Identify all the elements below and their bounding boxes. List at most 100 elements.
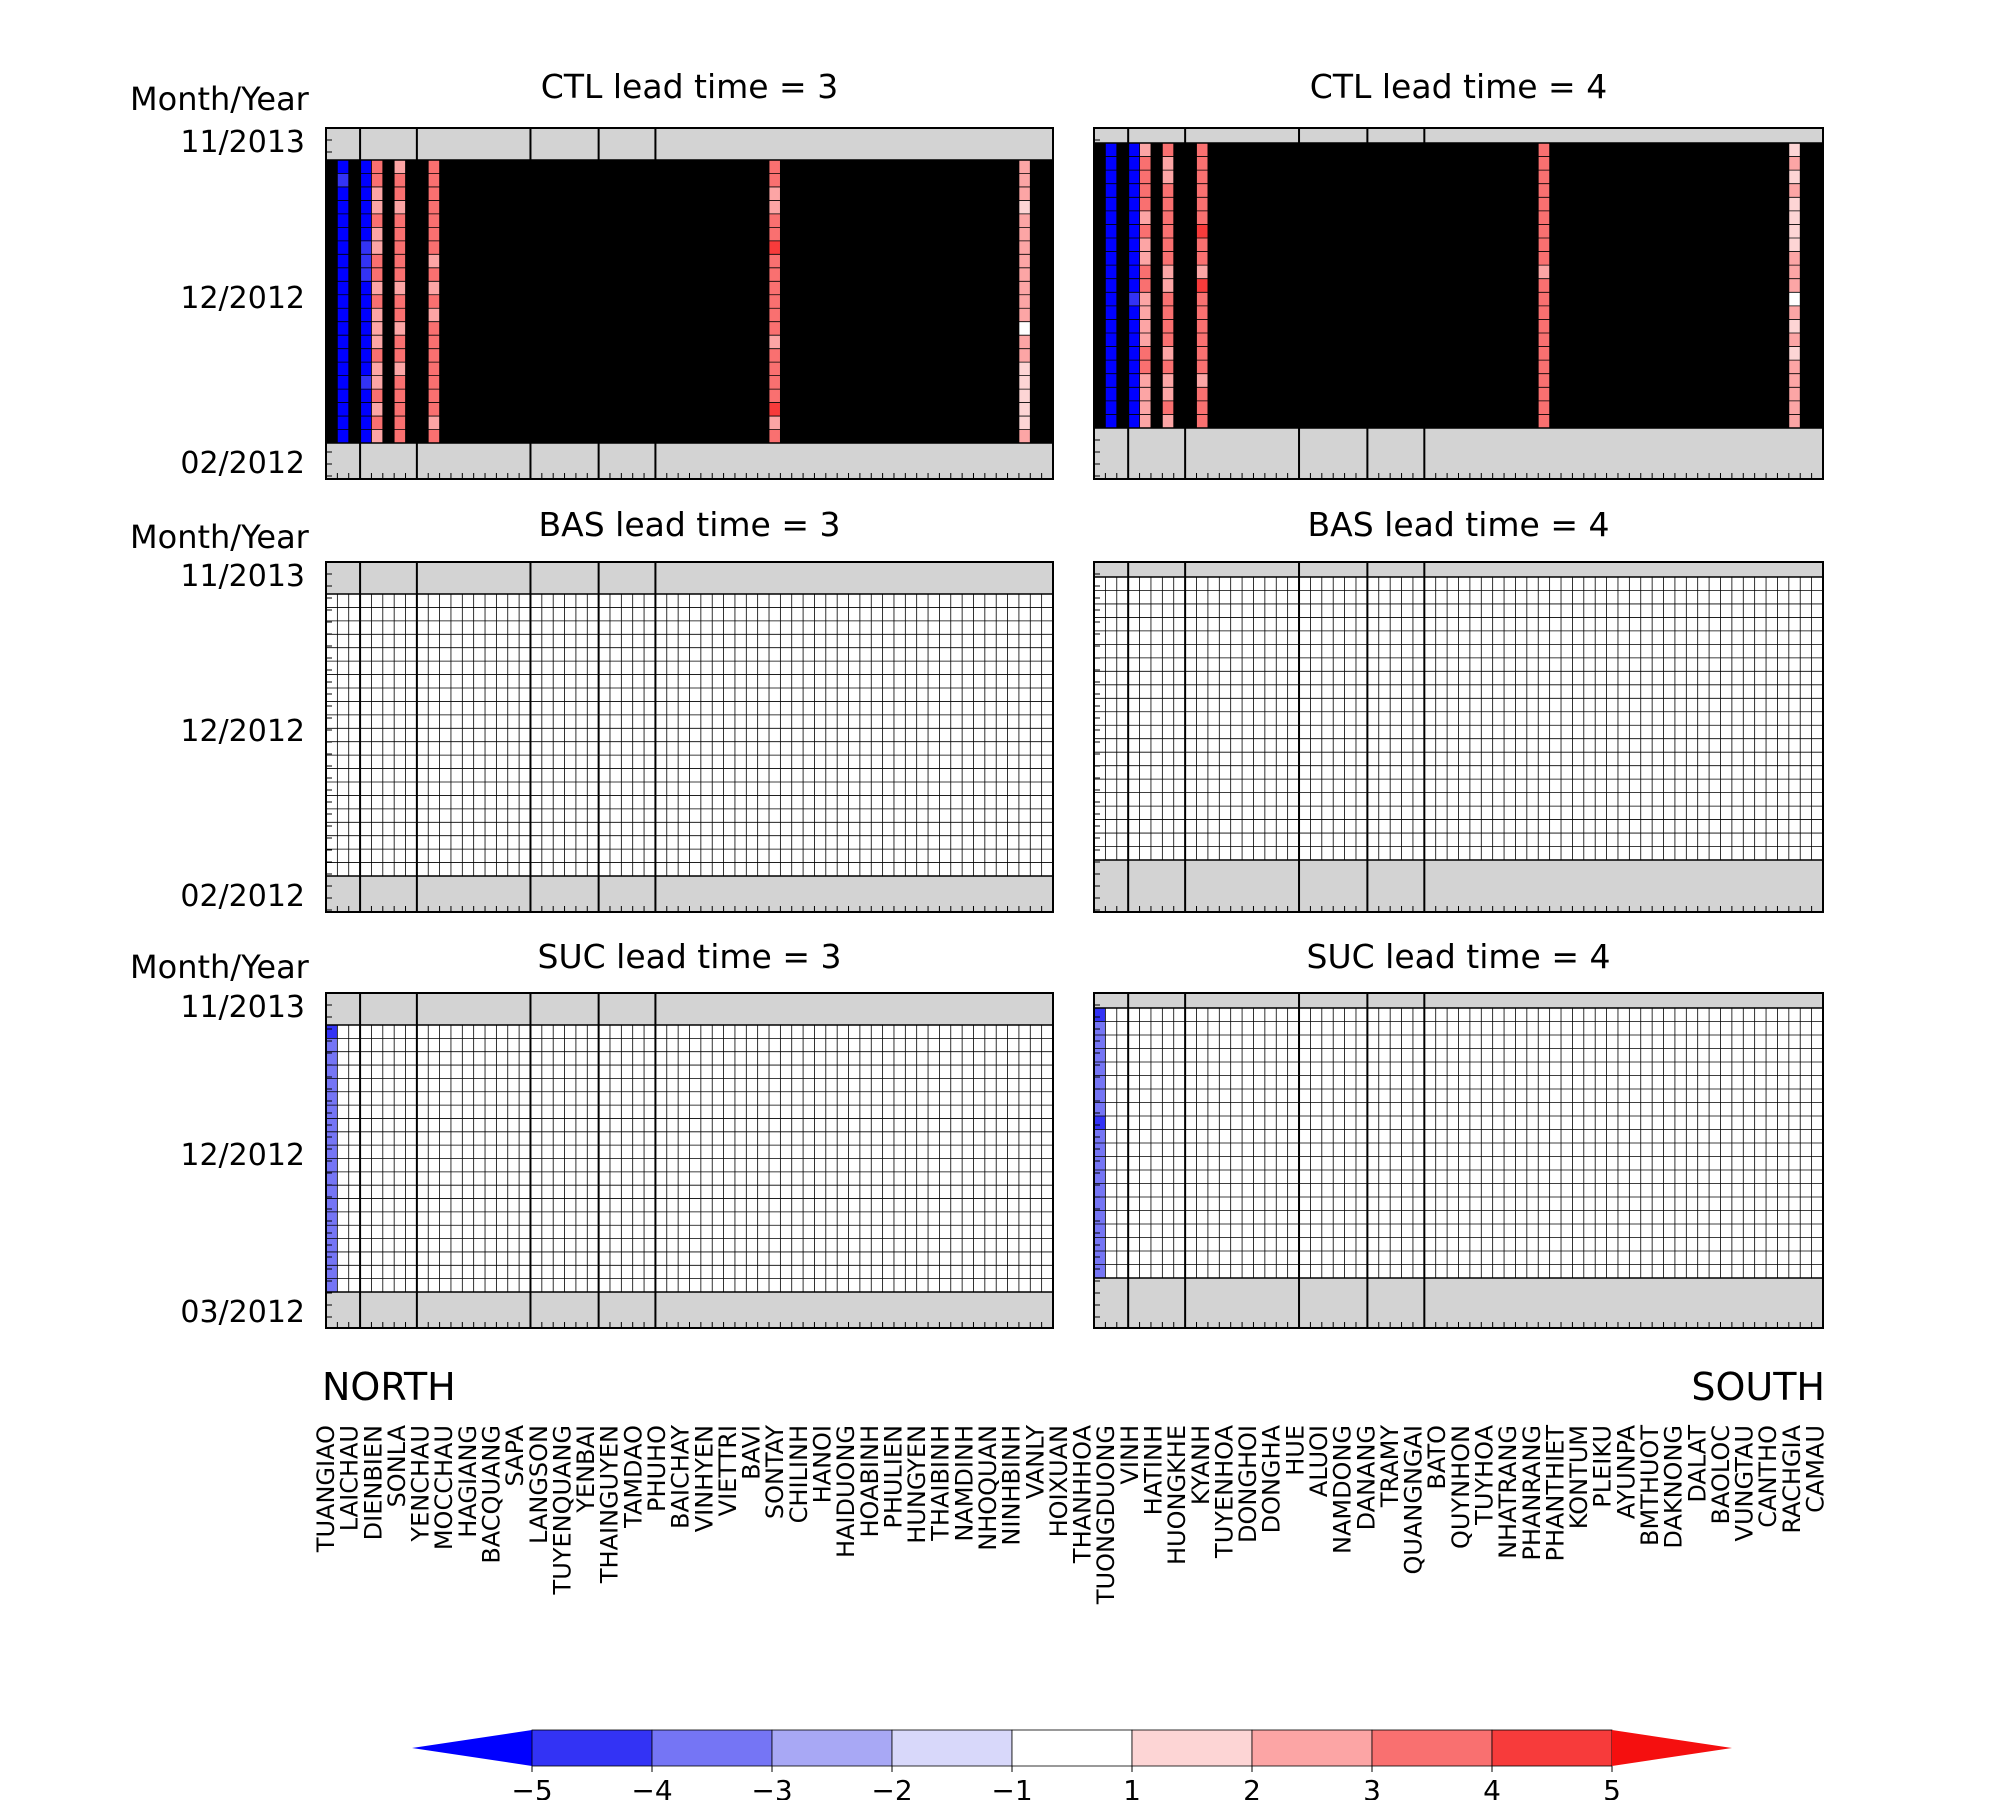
heatmap-cell <box>780 835 793 850</box>
heatmap-cell <box>1128 414 1140 429</box>
heatmap-cell <box>1094 400 1106 415</box>
heatmap-cell <box>428 389 440 403</box>
heatmap-cell <box>644 416 656 430</box>
heatmap-cell <box>1492 400 1505 415</box>
heatmap-cell <box>326 402 338 417</box>
heatmap-cell <box>541 688 554 702</box>
heatmap-cell <box>519 429 531 444</box>
heatmap-cell <box>337 389 350 403</box>
heatmap-cell <box>1720 387 1733 402</box>
heatmap-cell <box>1333 319 1345 334</box>
heatmap-cell <box>1401 305 1414 320</box>
heatmap-cell <box>450 849 463 863</box>
heatmap-cell <box>496 200 509 215</box>
heatmap-cell <box>337 862 350 877</box>
heatmap-cell <box>1173 373 1186 388</box>
heatmap-cell <box>1549 210 1562 225</box>
heatmap-cell <box>541 620 554 635</box>
heatmap-cell <box>1253 630 1266 645</box>
heatmap-cell <box>1697 414 1710 429</box>
heatmap-cell <box>644 429 656 444</box>
heatmap-cell <box>1504 373 1516 388</box>
heatmap-cell <box>1538 143 1550 157</box>
heatmap-cell <box>780 240 793 255</box>
heatmap-cell <box>950 782 963 796</box>
heatmap-cell <box>439 240 452 255</box>
heatmap-cell <box>848 281 861 296</box>
heatmap-cell <box>496 348 509 363</box>
heatmap-cell <box>905 429 917 444</box>
heatmap-cell <box>1424 590 1437 605</box>
heatmap-cell <box>928 335 940 349</box>
heatmap-cell <box>1526 278 1539 293</box>
heatmap-cell <box>1640 360 1653 375</box>
heatmap-cell <box>1731 577 1744 591</box>
heatmap-cell <box>1595 238 1607 252</box>
heatmap-cell <box>655 335 668 349</box>
heatmap-cell <box>1549 414 1562 429</box>
heatmap-cell <box>348 728 361 743</box>
heatmap-cell <box>825 227 838 242</box>
heatmap-cell <box>644 173 656 188</box>
heatmap-cell <box>1344 630 1357 645</box>
heatmap-cell <box>1583 644 1596 659</box>
heatmap-cell <box>1674 333 1687 347</box>
heatmap-cell <box>394 186 406 201</box>
heatmap-cell <box>1561 360 1573 375</box>
heatmap-cell <box>928 254 940 269</box>
heatmap-cell <box>1526 400 1539 415</box>
heatmap-cell <box>1674 644 1687 659</box>
heatmap-cell <box>1355 170 1368 185</box>
heatmap-cell <box>1697 305 1710 320</box>
heatmap-cell <box>882 308 895 323</box>
heatmap-cell <box>712 429 724 444</box>
heatmap-cell <box>632 389 645 403</box>
heatmap-cell <box>678 688 690 702</box>
heatmap-cell <box>416 389 429 403</box>
heatmap-cell <box>1652 224 1664 239</box>
heatmap-cell <box>1139 644 1152 659</box>
heatmap-cell <box>1333 183 1345 198</box>
heatmap-cell <box>1018 634 1031 649</box>
heatmap-cell <box>769 782 781 796</box>
heatmap-cell <box>723 294 736 309</box>
heatmap-cell <box>632 728 645 743</box>
heatmap-cell <box>1492 251 1505 266</box>
heatmap-cell <box>928 674 940 689</box>
heatmap-cell <box>587 822 599 837</box>
heatmap-cell <box>1116 577 1129 591</box>
heatmap-cell <box>848 755 861 769</box>
heatmap-cell <box>859 634 872 649</box>
heatmap-cell <box>1606 590 1619 605</box>
heatmap-cell <box>723 375 736 390</box>
heatmap-cell <box>1720 617 1733 632</box>
heatmap-cell <box>1287 210 1300 225</box>
heatmap-cell <box>1549 319 1562 334</box>
heatmap-cell <box>928 647 940 662</box>
heatmap-cell <box>644 862 656 877</box>
heatmap-cell <box>1018 594 1031 608</box>
heatmap-cell <box>1617 251 1630 266</box>
heatmap-cell <box>928 607 940 622</box>
heatmap-cell <box>1355 373 1368 388</box>
heatmap-cell <box>928 755 940 769</box>
heatmap-cell <box>507 375 520 390</box>
heatmap-cell <box>1128 617 1140 632</box>
heatmap-cell <box>428 402 440 417</box>
heatmap-cell <box>928 429 940 444</box>
heatmap-cell <box>1720 603 1733 618</box>
heatmap-cell <box>1116 156 1129 171</box>
heatmap-cell <box>1424 360 1437 375</box>
heatmap-cell <box>882 795 895 810</box>
heatmap-cell <box>632 321 645 336</box>
heatmap-cell <box>1276 400 1288 415</box>
heatmap-cell <box>1674 278 1687 293</box>
heatmap-cell <box>950 227 963 242</box>
heatmap-cell <box>1674 360 1687 375</box>
heatmap-cell <box>1629 238 1642 252</box>
heatmap-cell <box>1196 156 1209 171</box>
heatmap-cell <box>928 835 940 850</box>
heatmap-cell <box>734 321 747 336</box>
heatmap-cell <box>655 375 668 390</box>
heatmap-cell <box>962 308 974 323</box>
